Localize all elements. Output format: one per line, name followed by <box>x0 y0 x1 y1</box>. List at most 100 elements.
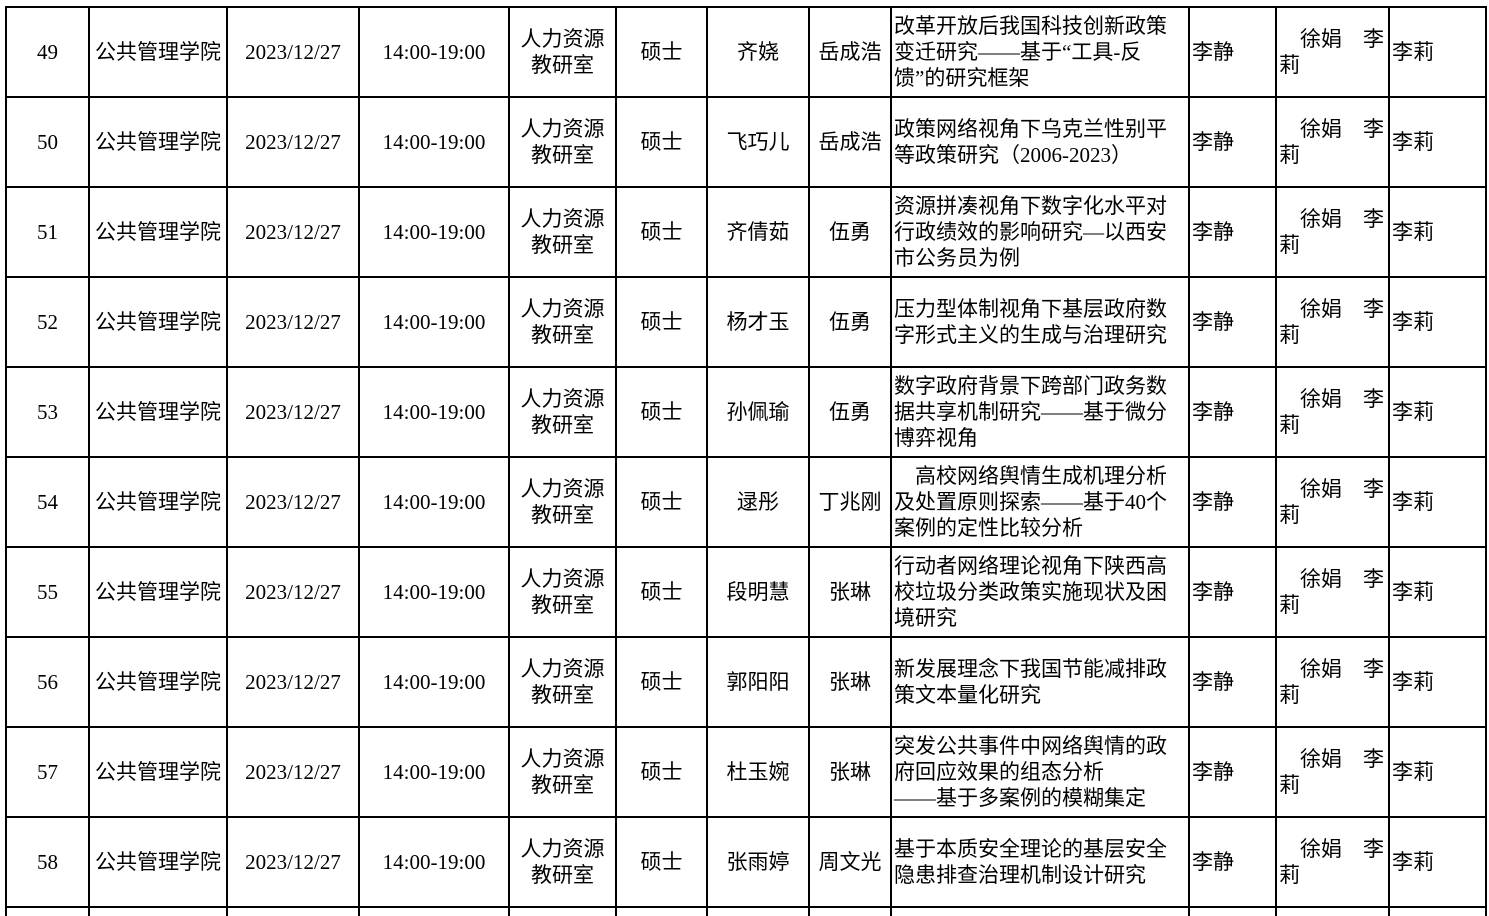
cell-member1: 李静 <box>1188 816 1277 908</box>
cell-title: 改革开放后我国科技创新政策变迁研究——基于“工具-反馈”的研究框架 <box>890 6 1190 98</box>
cell-office: 人力资源教研室 <box>508 186 617 278</box>
cell-date: 2023/12/27 <box>226 96 360 188</box>
cell-title: 数字政府背景下跨部门政务数据共享机制研究——基于微分博弈视角 <box>890 366 1190 458</box>
cell-student: 杜玉婉 <box>706 726 810 818</box>
cell-office: 人力资源教研室 <box>508 366 617 458</box>
cell-empty <box>358 906 510 916</box>
table-row: 50 公共管理学院 2023/12/27 14:00-19:00 人力资源教研室 硕士 飞巧… <box>5 96 1487 188</box>
cell-empty <box>615 906 708 916</box>
cell-supervisor: 丁兆刚 <box>808 456 892 548</box>
cell-title: 资源拼凑视角下数字化水平对行政绩效的影响研究—以西安市公务员为例 <box>890 186 1190 278</box>
cell-office: 人力资源教研室 <box>508 816 617 908</box>
cell-student: 杨才玉 <box>706 276 810 368</box>
cell-date: 2023/12/27 <box>226 726 360 818</box>
cell-member3: 李莉 <box>1388 186 1487 278</box>
table-row: 58 公共管理学院 2023/12/27 14:00-19:00 人力资源教研室 硕士 张雨… <box>5 816 1487 908</box>
cell-member3: 李莉 <box>1388 636 1487 728</box>
cell-college: 公共管理学院 <box>88 96 228 188</box>
cell-date: 2023/12/27 <box>226 636 360 728</box>
thesis-defense-schedule-table: 49 公共管理学院 2023/12/27 14:00-19:00 人力资源教研室 硕士 齐娆… <box>5 6 1487 916</box>
cell-title: 新发展理念下我国节能减排政策文本量化研究 <box>890 636 1190 728</box>
table-row: 52 公共管理学院 2023/12/27 14:00-19:00 人力资源教研室 硕士 杨才… <box>5 276 1487 368</box>
cell-time: 14:00-19:00 <box>358 636 510 728</box>
cell-supervisor: 周文光 <box>808 816 892 908</box>
cell-member2: 徐娟 李 莉 <box>1275 726 1390 818</box>
cell-time: 14:00-19:00 <box>358 366 510 458</box>
cell-member1: 李静 <box>1188 726 1277 818</box>
cell-member1: 李静 <box>1188 96 1277 188</box>
cell-title: 高校网络舆情生成机理分析及处置原则探索——基于40个案例的定性比较分析 <box>890 456 1190 548</box>
cell-no: 54 <box>5 456 90 548</box>
cell-degree: 硕士 <box>615 726 708 818</box>
cell-date: 2023/12/27 <box>226 366 360 458</box>
cell-time: 14:00-19:00 <box>358 726 510 818</box>
cell-empty <box>1388 906 1487 916</box>
cell-date: 2023/12/27 <box>226 456 360 548</box>
cell-member3: 李莉 <box>1388 726 1487 818</box>
partial-next-row <box>5 906 1487 916</box>
cell-office: 人力资源教研室 <box>508 96 617 188</box>
table-row: 56 公共管理学院 2023/12/27 14:00-19:00 人力资源教研室 硕士 郭阳… <box>5 636 1487 728</box>
cell-date: 2023/12/27 <box>226 546 360 638</box>
cell-time: 14:00-19:00 <box>358 276 510 368</box>
cell-date: 2023/12/27 <box>226 6 360 98</box>
cell-empty <box>808 906 892 916</box>
cell-supervisor: 伍勇 <box>808 366 892 458</box>
cell-time: 14:00-19:00 <box>358 96 510 188</box>
cell-member3: 李莉 <box>1388 366 1487 458</box>
cell-supervisor: 张琳 <box>808 636 892 728</box>
cell-date: 2023/12/27 <box>226 816 360 908</box>
cell-no: 57 <box>5 726 90 818</box>
cell-member1: 李静 <box>1188 6 1277 98</box>
cell-time: 14:00-19:00 <box>358 186 510 278</box>
cell-title: 政策网络视角下乌克兰性别平等政策研究（2006-2023） <box>890 96 1190 188</box>
cell-member1: 李静 <box>1188 636 1277 728</box>
cell-college: 公共管理学院 <box>88 726 228 818</box>
cell-member1: 李静 <box>1188 366 1277 458</box>
table-row: 55 公共管理学院 2023/12/27 14:00-19:00 人力资源教研室 硕士 段明… <box>5 546 1487 638</box>
cell-empty <box>1275 906 1390 916</box>
table-body: 49 公共管理学院 2023/12/27 14:00-19:00 人力资源教研室 硕士 齐娆… <box>5 6 1487 916</box>
cell-office: 人力资源教研室 <box>508 726 617 818</box>
cell-supervisor: 张琳 <box>808 726 892 818</box>
cell-member2: 徐娟 李 莉 <box>1275 96 1390 188</box>
cell-college: 公共管理学院 <box>88 546 228 638</box>
cell-title: 突发公共事件中网络舆情的政府回应效果的组态分析 ——基于多案例的模糊集定 <box>890 726 1190 818</box>
cell-member2: 徐娟 李 莉 <box>1275 276 1390 368</box>
cell-member1: 李静 <box>1188 546 1277 638</box>
cell-member2: 徐娟 李 莉 <box>1275 6 1390 98</box>
cell-member2: 徐娟 李 莉 <box>1275 186 1390 278</box>
cell-student: 孙佩瑜 <box>706 366 810 458</box>
cell-office: 人力资源教研室 <box>508 6 617 98</box>
cell-member1: 李静 <box>1188 276 1277 368</box>
cell-office: 人力资源教研室 <box>508 636 617 728</box>
cell-no: 55 <box>5 546 90 638</box>
cell-title: 行动者网络理论视角下陕西高校垃圾分类政策实施现状及困境研究 <box>890 546 1190 638</box>
cell-title: 压力型体制视角下基层政府数字形式主义的生成与治理研究 <box>890 276 1190 368</box>
cell-empty <box>890 906 1190 916</box>
cell-student: 郭阳阳 <box>706 636 810 728</box>
table-row: 57 公共管理学院 2023/12/27 14:00-19:00 人力资源教研室 硕士 杜玉… <box>5 726 1487 818</box>
cell-degree: 硕士 <box>615 636 708 728</box>
cell-no: 52 <box>5 276 90 368</box>
cell-title: 基于本质安全理论的基层安全隐患排查治理机制设计研究 <box>890 816 1190 908</box>
cell-empty <box>706 906 810 916</box>
cell-office: 人力资源教研室 <box>508 456 617 548</box>
cell-supervisor: 伍勇 <box>808 186 892 278</box>
cell-college: 公共管理学院 <box>88 276 228 368</box>
cell-time: 14:00-19:00 <box>358 456 510 548</box>
cell-empty <box>508 906 617 916</box>
cell-degree: 硕士 <box>615 186 708 278</box>
cell-supervisor: 伍勇 <box>808 276 892 368</box>
cell-member2: 徐娟 李 莉 <box>1275 546 1390 638</box>
cell-time: 14:00-19:00 <box>358 6 510 98</box>
cell-student: 张雨婷 <box>706 816 810 908</box>
cell-college: 公共管理学院 <box>88 366 228 458</box>
cell-degree: 硕士 <box>615 456 708 548</box>
cell-degree: 硕士 <box>615 276 708 368</box>
cell-empty <box>5 906 90 916</box>
cell-supervisor: 岳成浩 <box>808 96 892 188</box>
cell-date: 2023/12/27 <box>226 276 360 368</box>
cell-empty <box>226 906 360 916</box>
